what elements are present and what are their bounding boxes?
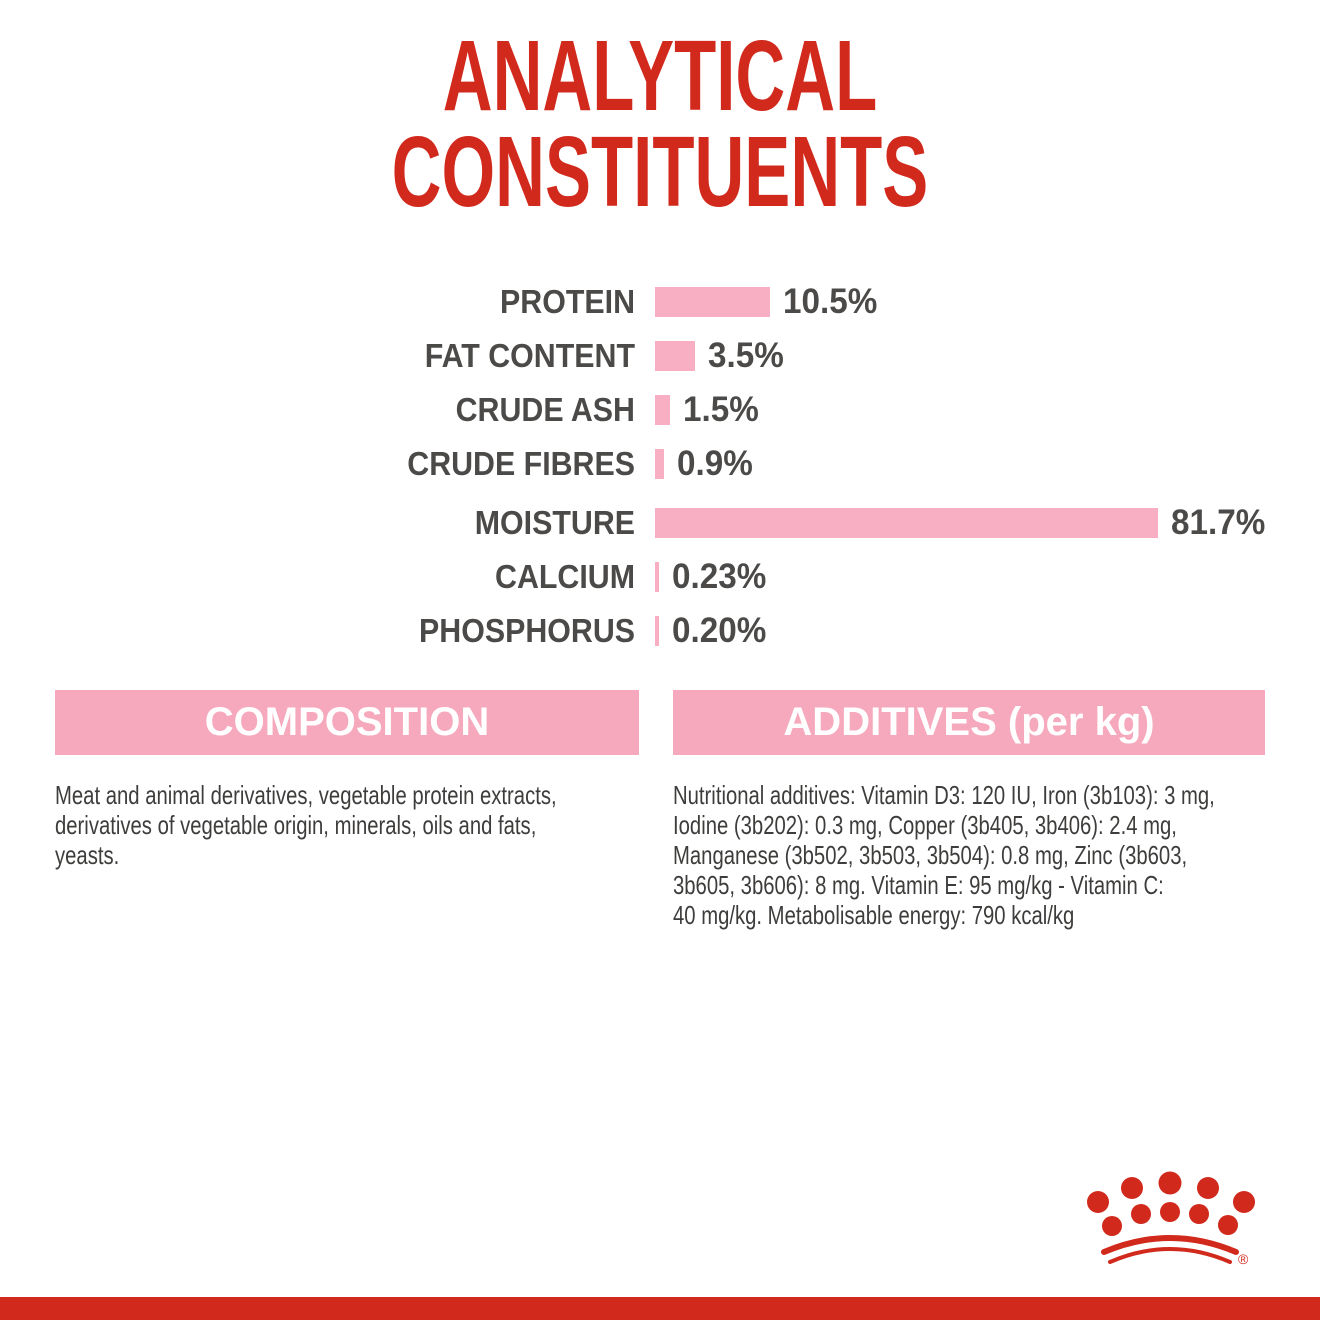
chart-row: PROTEIN 10.5% xyxy=(0,275,1320,329)
chart-bar xyxy=(655,562,659,592)
chart-value: 10.5% xyxy=(783,282,878,321)
chart-value: 0.20% xyxy=(672,611,767,650)
composition-header: COMPOSITION xyxy=(55,690,639,755)
chart-bar xyxy=(655,341,695,371)
title-line-1: ANALYTICAL xyxy=(442,20,878,132)
chart-row: PHOSPHORUS 0.20% xyxy=(0,604,1320,658)
chart-row: FAT CONTENT 3.5% xyxy=(0,329,1320,383)
chart-row: CRUDE FIBRES 0.9% xyxy=(0,437,1320,491)
chart-bar xyxy=(655,395,670,425)
chart-bar xyxy=(655,449,664,479)
chart-row-label: PROTEIN xyxy=(500,283,635,320)
additives-body: Nutritional additives: Vitamin D3: 120 I… xyxy=(673,780,1215,930)
crown-dots xyxy=(1087,1171,1255,1236)
chart-row-label: PHOSPHORUS xyxy=(419,612,635,649)
footer-red-bar xyxy=(0,1297,1320,1320)
chart-bar xyxy=(655,287,770,317)
chart-value: 0.23% xyxy=(672,557,767,596)
chart-row-label: CRUDE FIBRES xyxy=(407,445,635,482)
chart-bar xyxy=(655,508,1158,538)
title-line-2: CONSTITUENTS xyxy=(391,116,929,228)
chart-row: CALCIUM 0.23% xyxy=(0,550,1320,604)
additives-section: ADDITIVES (per kg) Nutritional additives… xyxy=(673,690,1265,930)
chart-bar xyxy=(655,616,659,646)
chart-row-label: CALCIUM xyxy=(495,558,635,595)
royal-canin-crown-logo: ® xyxy=(1087,1171,1255,1267)
composition-body: Meat and animal derivatives, vegetable p… xyxy=(55,780,557,870)
chart-row: CRUDE ASH 1.5% xyxy=(0,383,1320,437)
additives-header: ADDITIVES (per kg) xyxy=(673,690,1265,755)
registered-trademark-icon: ® xyxy=(1238,1251,1249,1267)
chart-value: 3.5% xyxy=(708,336,784,375)
composition-section: COMPOSITION Meat and animal derivatives,… xyxy=(55,690,639,870)
chart-row: MOISTURE 81.7% xyxy=(0,496,1320,550)
chart-value: 1.5% xyxy=(683,390,759,429)
page-title: ANALYTICAL CONSTITUENTS xyxy=(0,20,1320,228)
analytical-chart: PROTEIN 10.5% FAT CONTENT 3.5% CRUDE ASH 1.5%… xyxy=(0,275,1320,658)
chart-value: 0.9% xyxy=(677,444,753,483)
chart-row-label: FAT CONTENT xyxy=(424,337,635,374)
crown-base-arcs xyxy=(1101,1235,1239,1264)
chart-value: 81.7% xyxy=(1171,503,1266,542)
chart-row-label: CRUDE ASH xyxy=(455,391,635,428)
chart-row-label: MOISTURE xyxy=(474,504,635,541)
